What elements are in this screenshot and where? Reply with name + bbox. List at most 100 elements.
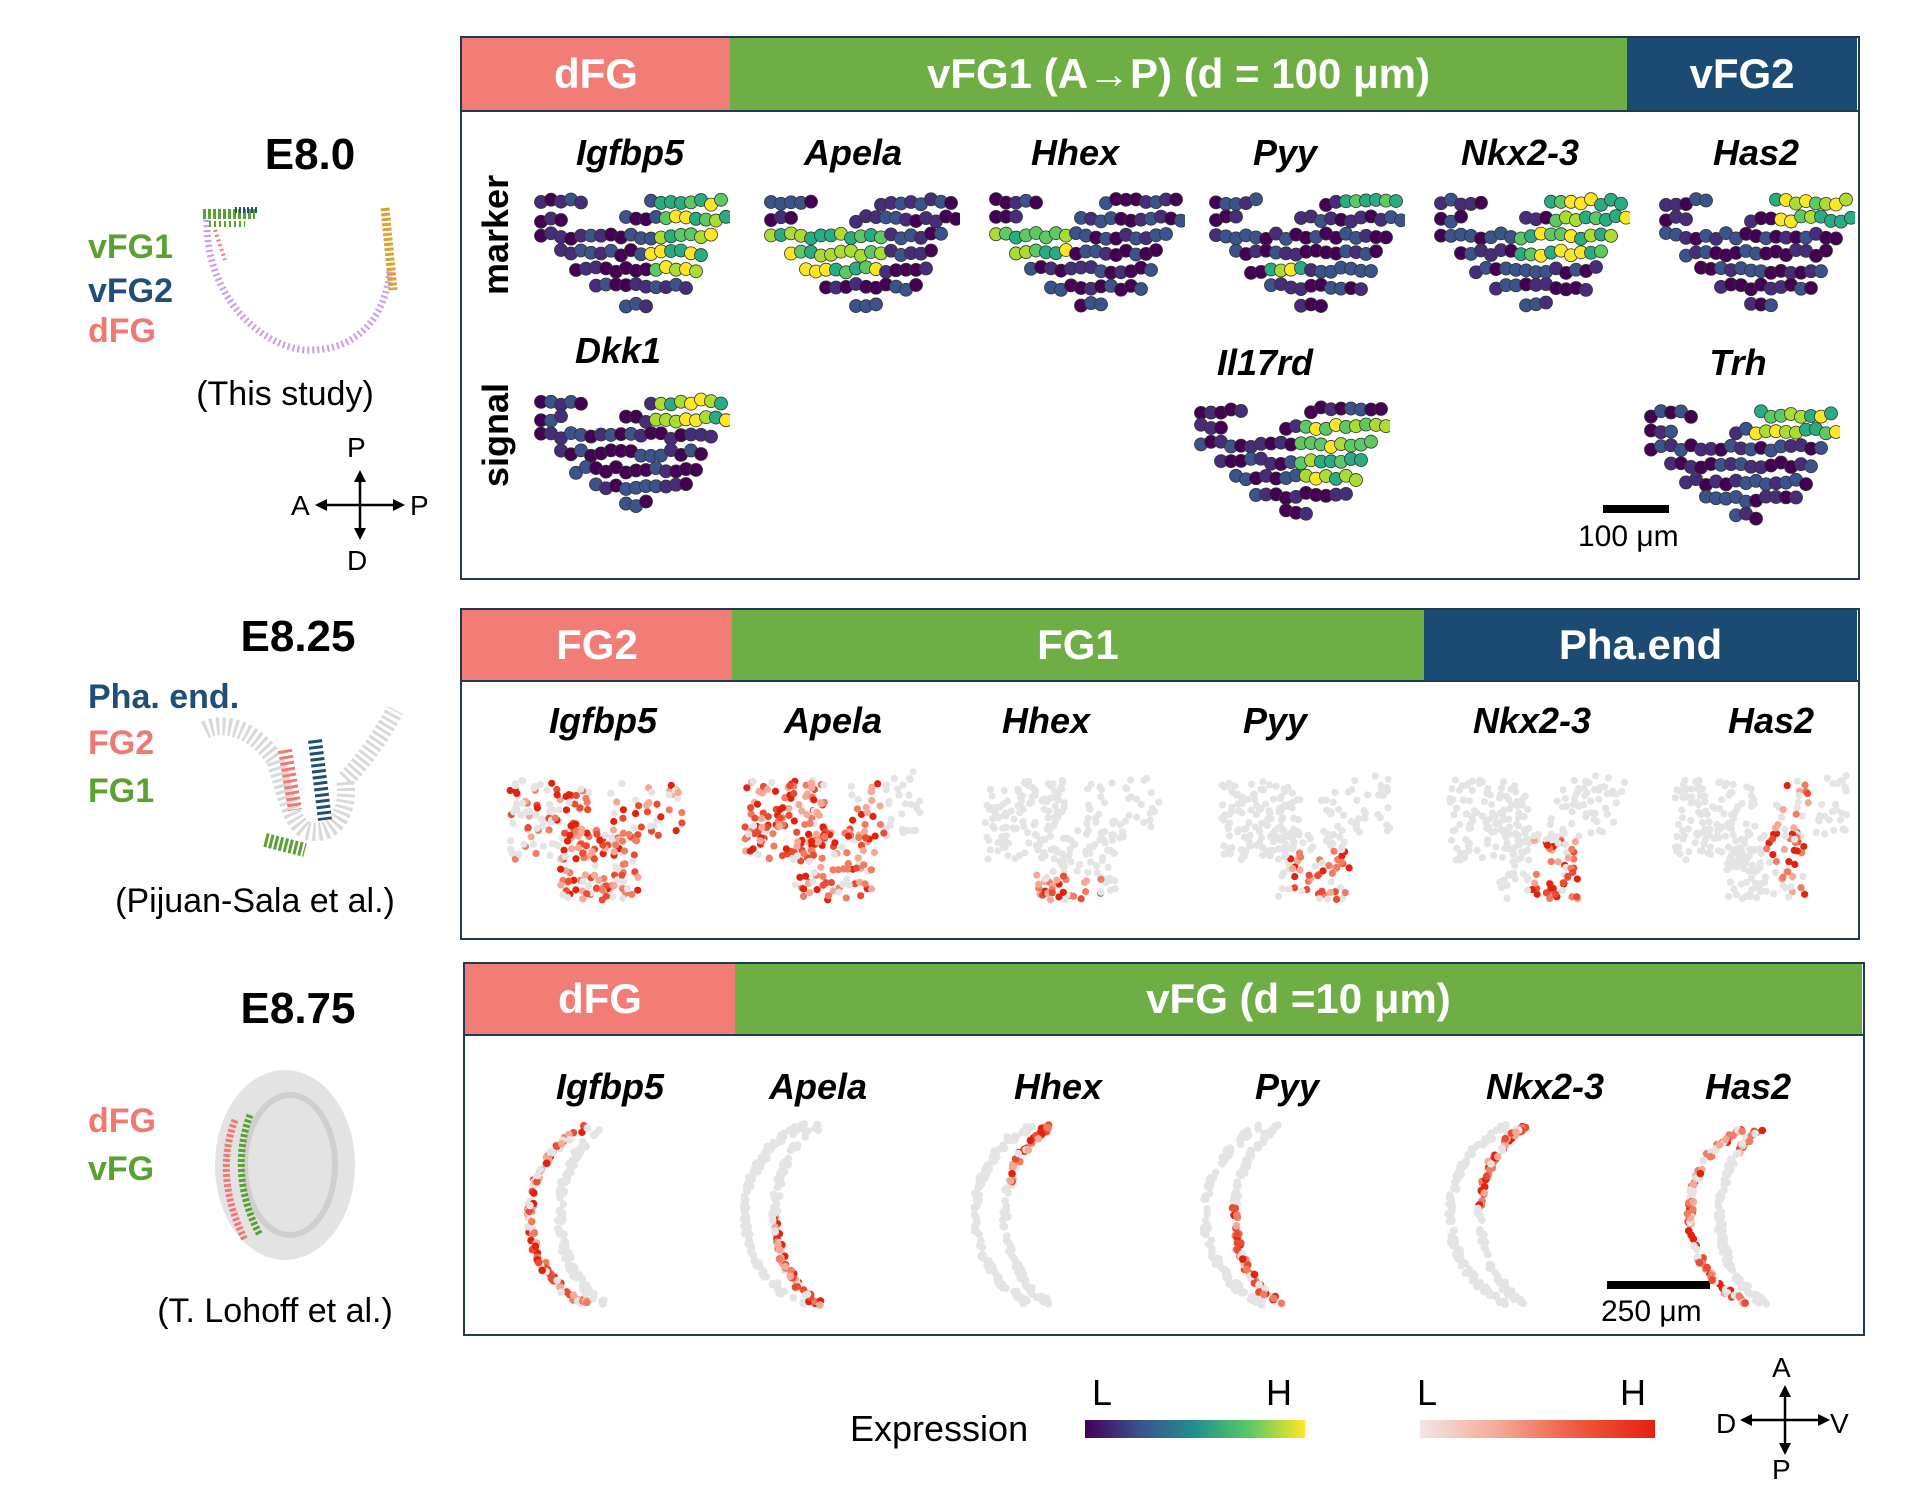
spot: [1509, 858, 1517, 866]
spot: [843, 849, 851, 857]
spot: [1349, 473, 1363, 487]
spot: [1761, 873, 1770, 881]
spot: [1452, 856, 1460, 864]
spot: [1738, 850, 1746, 858]
spot: [1530, 832, 1538, 840]
header-dfg: dFG: [462, 38, 730, 110]
spot: [1049, 868, 1057, 876]
header-vfg-e8-75: vFG (d =10 μm): [735, 964, 1862, 1034]
spot: [1704, 849, 1713, 858]
spot: [1018, 1128, 1026, 1137]
spot: [1240, 825, 1249, 833]
spot: [1256, 839, 1264, 847]
spot: [751, 814, 759, 822]
spot: [1031, 818, 1039, 827]
gene-has2: Has2: [1712, 132, 1800, 173]
spot: [829, 887, 837, 895]
spot: [1721, 1135, 1730, 1144]
spot: [619, 806, 627, 814]
spot: [1619, 210, 1630, 225]
legend-dfg-e8-75: dFG: [88, 1102, 156, 1140]
spot: [901, 800, 910, 808]
spot: [989, 815, 997, 823]
spot: [1587, 797, 1595, 805]
spot: [1054, 796, 1062, 804]
spot: [1679, 835, 1687, 843]
spot: [654, 831, 662, 839]
spot: [791, 881, 800, 889]
spot: [1277, 816, 1286, 824]
spot: [1815, 817, 1823, 825]
spot: [993, 1275, 1001, 1283]
spot: [1225, 819, 1234, 827]
spot: [1233, 1178, 1241, 1186]
spot: [1580, 784, 1588, 792]
spot: [870, 848, 878, 857]
spot: [1228, 1204, 1237, 1212]
spot: [1590, 815, 1598, 823]
spot: [590, 1131, 599, 1140]
spot: [757, 814, 766, 823]
spot: [1448, 1217, 1456, 1225]
spot: [629, 857, 637, 865]
spot: [1682, 856, 1690, 864]
spot: [1056, 857, 1064, 865]
spot: [560, 846, 568, 854]
spot: [1048, 889, 1056, 897]
spot: [1779, 806, 1787, 814]
spot: [553, 785, 561, 794]
spot: [1814, 264, 1828, 279]
spot: [818, 854, 826, 862]
spot: [1729, 780, 1737, 789]
spot: [585, 789, 593, 797]
spot: [672, 827, 680, 835]
spot: [756, 1263, 764, 1271]
viridis-colorbar: [1085, 1420, 1305, 1438]
spot: [749, 778, 758, 786]
spot: [753, 800, 762, 808]
spot: [1762, 887, 1770, 895]
spot: [1040, 848, 1048, 857]
spot: [520, 840, 528, 848]
spot: [1011, 854, 1019, 863]
stage-e8-75: E8.75: [240, 984, 356, 1033]
spot: [1590, 786, 1599, 794]
spot: [525, 1207, 534, 1216]
spot: [1318, 887, 1326, 895]
spot: [1467, 1149, 1475, 1157]
spot: [1069, 840, 1078, 848]
spot: [802, 872, 810, 880]
umap-plot-nkx2-3: [1446, 772, 1629, 903]
spot: [1295, 849, 1304, 857]
spot: [944, 196, 958, 210]
spot: [1034, 880, 1043, 888]
spot: [533, 1171, 542, 1180]
spot: [607, 892, 616, 900]
spot: [618, 871, 626, 879]
spot: [565, 1135, 574, 1144]
spot: [1782, 832, 1790, 840]
spot: [970, 1203, 978, 1212]
spot: [1007, 807, 1015, 815]
spot: [1055, 893, 1063, 901]
spot: [1299, 506, 1313, 521]
spot: [570, 1148, 578, 1156]
spot: [786, 1272, 795, 1280]
spot: [1506, 823, 1514, 831]
spot: [1705, 818, 1713, 826]
spot: [1483, 840, 1492, 848]
e8-75-overview-plot: [215, 1070, 355, 1260]
spot: [560, 1236, 568, 1245]
spot: [1295, 831, 1303, 839]
spot: [1764, 298, 1778, 313]
spot: [1568, 845, 1576, 853]
spot: [1756, 880, 1764, 888]
spot: [1482, 1138, 1490, 1146]
spot: [1488, 800, 1496, 809]
spot: [1502, 792, 1510, 800]
spot: [799, 892, 808, 900]
spot: [1702, 807, 1710, 815]
spot: [618, 779, 626, 788]
spot: [1220, 1156, 1229, 1164]
spot: [1041, 875, 1049, 883]
